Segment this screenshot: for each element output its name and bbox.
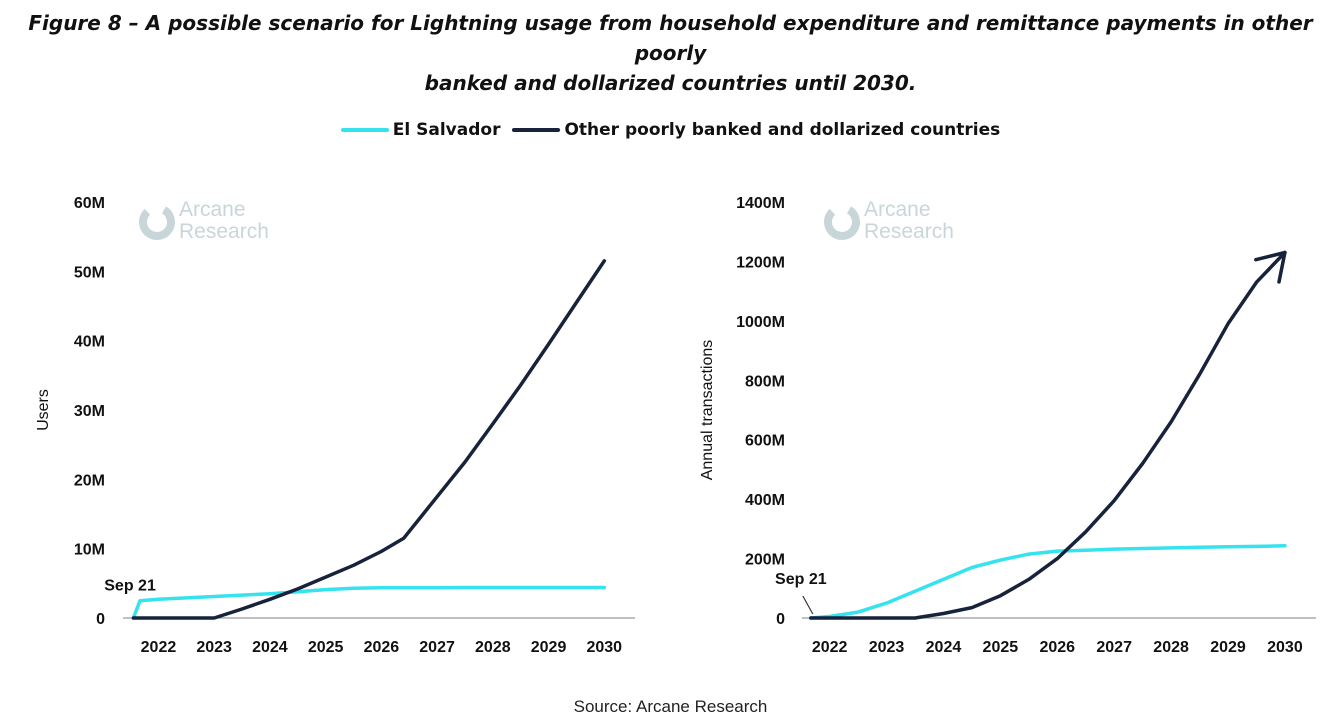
users-y-tick-label: 20M	[74, 472, 105, 489]
legend-swatch-other-countries	[512, 128, 561, 132]
transactions-annotation-sep-21: Sep 21	[775, 571, 827, 588]
users-watermark-line-2: Research	[179, 220, 269, 243]
users-x-tick-label: 2023	[196, 639, 232, 656]
transactions-x-tick-label: 2025	[983, 639, 1019, 656]
figure-title-line-2: banked and dollarized countries until 20…	[424, 71, 917, 95]
source-note: Source: Arcane Research	[573, 697, 768, 716]
users-watermark-line-1: Arcane	[179, 198, 246, 221]
transactions-watermark-line-1: Arcane	[864, 198, 931, 221]
users-watermark-logo-icon	[139, 203, 175, 240]
transactions-y-tick-label: 1400M	[736, 195, 785, 212]
transactions-series-el-salvador	[809, 544, 1287, 620]
users-x-tick-label: 2024	[252, 639, 288, 656]
legend-label-other-countries: Other poorly banked and dollarized count…	[564, 120, 1001, 140]
transactions-x-tick-label: 2027	[1096, 639, 1132, 656]
transactions-watermark-line-2: Research	[864, 220, 954, 243]
transactions-x-tick-label: 2022	[812, 639, 848, 656]
transactions-y-tick-label: 800M	[745, 373, 785, 390]
users-x-tick-label: 2026	[364, 639, 400, 656]
transactions-y-tick-label: 600M	[745, 433, 785, 450]
users-x-tick-label: 2025	[308, 639, 344, 656]
users-x-tick-label: 2028	[475, 639, 511, 656]
users-y-axis-label: Users	[35, 389, 52, 431]
users-y-tick-label: 40M	[74, 334, 105, 351]
users-y-tick-label: 50M	[74, 264, 105, 281]
users-x-tick-label: 2030	[586, 639, 622, 656]
transactions-x-tick-label: 2026	[1039, 639, 1075, 656]
legend-item-other-countries: Other poorly banked and dollarized count…	[512, 120, 1000, 140]
users-annotation-sep-21: Sep 21	[104, 578, 156, 595]
transactions-y-axis-label: Annual transactions	[699, 340, 716, 481]
transactions-series-other-poorly-banked-and-dollarized-countries	[809, 250, 1287, 620]
users-y-tick-label: 30M	[74, 403, 105, 420]
transactions-y-tick-label: 400M	[745, 492, 785, 509]
transactions-y-tick-label: 200M	[745, 552, 785, 569]
users-y-tick-label: 60M	[74, 195, 105, 212]
users-x-tick-label: 2029	[531, 639, 567, 656]
legend-label-el-salvador: El Salvador	[392, 120, 501, 140]
legend: El Salvador Other poorly banked and doll…	[0, 120, 1341, 140]
users-y-tick-label: 0	[96, 611, 105, 628]
transactions-x-tick-label: 2030	[1267, 639, 1303, 656]
users-y-tick-label: 10M	[74, 542, 105, 559]
users-x-tick-label: 2022	[141, 639, 177, 656]
figure-title: Figure 8 – A possible scenario for Light…	[0, 8, 1341, 98]
transactions-y-tick-label: 1200M	[736, 254, 785, 271]
legend-swatch-el-salvador	[340, 128, 389, 132]
transactions-x-tick-label: 2024	[926, 639, 962, 656]
transactions-arrowhead-icon	[1254, 250, 1287, 284]
transactions-x-tick-label: 2029	[1210, 639, 1246, 656]
legend-item-el-salvador: El Salvador	[340, 120, 501, 140]
transactions-x-tick-label: 2028	[1153, 639, 1189, 656]
transactions-y-tick-label: 0	[776, 611, 785, 628]
transactions-annotation-leader	[802, 595, 814, 615]
users-x-tick-label: 2027	[419, 639, 455, 656]
users-series-el-salvador	[131, 585, 607, 620]
transactions-x-tick-label: 2023	[869, 639, 905, 656]
figure-title-line-1: Figure 8 – A possible scenario for Light…	[28, 11, 1313, 65]
transactions-y-tick-label: 1000M	[736, 314, 785, 331]
users-series-other-poorly-banked-and-dollarized-countries	[131, 259, 607, 620]
transactions-watermark-logo-icon	[824, 204, 860, 241]
